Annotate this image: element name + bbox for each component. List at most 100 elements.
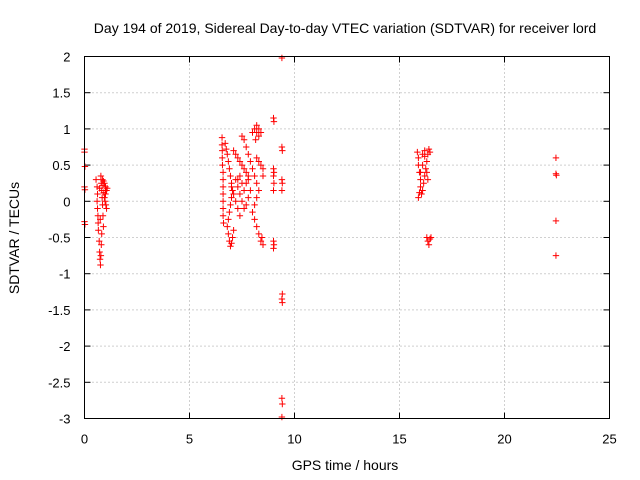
data-point — [225, 216, 232, 223]
data-point — [278, 395, 286, 402]
y-tick-label: -2.5 — [48, 375, 70, 390]
data-point — [219, 147, 226, 154]
data-point — [236, 212, 244, 219]
data-point — [553, 172, 560, 179]
data-point — [101, 194, 108, 201]
data-point — [259, 241, 267, 248]
data-point — [257, 237, 265, 245]
data-point — [220, 219, 227, 227]
data-point — [238, 132, 246, 140]
data-point — [251, 172, 258, 180]
data-point — [234, 205, 241, 212]
data-point — [219, 169, 227, 176]
y-tick-label: -1 — [59, 267, 71, 282]
data-point — [279, 180, 286, 187]
data-point — [255, 187, 262, 194]
data-point — [425, 241, 433, 248]
data-point — [255, 158, 262, 165]
data-point — [257, 161, 265, 169]
data-point — [230, 190, 237, 198]
data-point — [279, 400, 286, 408]
data-point — [232, 151, 239, 158]
x-tick-label: 25 — [602, 432, 616, 447]
data-point — [552, 154, 560, 162]
data-point — [249, 165, 256, 172]
data-point — [270, 245, 277, 252]
data-point — [552, 252, 560, 259]
data-point — [225, 158, 232, 165]
y-tick-label: -3 — [59, 412, 71, 427]
data-point — [270, 180, 278, 187]
data-point — [93, 198, 101, 205]
data-point — [219, 161, 226, 169]
data-point — [270, 118, 278, 125]
data-point — [95, 227, 102, 234]
data-point — [97, 172, 105, 180]
data-point — [103, 205, 110, 212]
data-point — [415, 194, 422, 201]
y-tick-label: 0.5 — [52, 158, 70, 173]
data-point — [240, 136, 248, 143]
y-tick-label: 2 — [63, 50, 70, 65]
y-tick-label: 1 — [63, 122, 70, 137]
data-point — [419, 187, 426, 194]
data-point — [97, 261, 104, 269]
data-point — [240, 205, 248, 212]
data-point — [99, 212, 107, 219]
data-point — [234, 154, 241, 162]
data-point — [94, 205, 101, 212]
data-point — [102, 201, 110, 209]
data-point — [253, 180, 260, 187]
data-point — [94, 190, 101, 198]
x-tick-label: 0 — [81, 432, 88, 447]
data-point — [417, 169, 424, 176]
data-point — [229, 187, 236, 194]
data-point — [426, 235, 434, 243]
data-point — [253, 129, 260, 136]
x-tick-label: 15 — [392, 432, 406, 447]
data-point — [229, 234, 236, 241]
data-point — [243, 143, 250, 151]
data-point — [243, 180, 250, 187]
data-points — [81, 54, 560, 421]
x-axis-label: GPS time / hours — [292, 457, 399, 473]
data-point — [414, 148, 421, 156]
y-tick-label: 0 — [63, 194, 70, 209]
data-point — [219, 176, 227, 183]
data-point — [278, 187, 286, 194]
data-point — [227, 242, 234, 250]
data-point — [219, 198, 227, 205]
grid — [84, 56, 610, 419]
data-point — [419, 161, 426, 169]
data-point — [218, 134, 226, 141]
data-point — [100, 189, 108, 196]
data-point — [245, 151, 252, 158]
data-point — [94, 219, 102, 227]
y-tick-label: -1.5 — [48, 303, 70, 318]
data-point — [243, 169, 250, 176]
data-point — [426, 148, 434, 156]
data-point — [251, 201, 258, 209]
data-point — [227, 201, 234, 209]
data-point — [238, 198, 246, 205]
data-point — [101, 198, 109, 205]
data-point — [243, 201, 250, 209]
data-point — [249, 208, 256, 216]
data-point — [279, 147, 286, 154]
data-point — [103, 185, 111, 192]
data-point — [218, 141, 226, 149]
data-point — [270, 172, 277, 180]
data-point — [421, 172, 428, 180]
plot-frame — [84, 56, 610, 419]
data-point — [415, 154, 422, 162]
data-point — [247, 158, 254, 165]
y-axis-label: SDTVAR / TECUs — [6, 182, 22, 294]
data-point — [253, 154, 260, 162]
data-point — [96, 237, 103, 245]
data-point — [253, 223, 260, 230]
data-point — [228, 194, 235, 201]
data-point — [102, 190, 109, 198]
data-point — [552, 217, 560, 225]
data-point — [225, 230, 232, 238]
data-point — [255, 125, 262, 133]
